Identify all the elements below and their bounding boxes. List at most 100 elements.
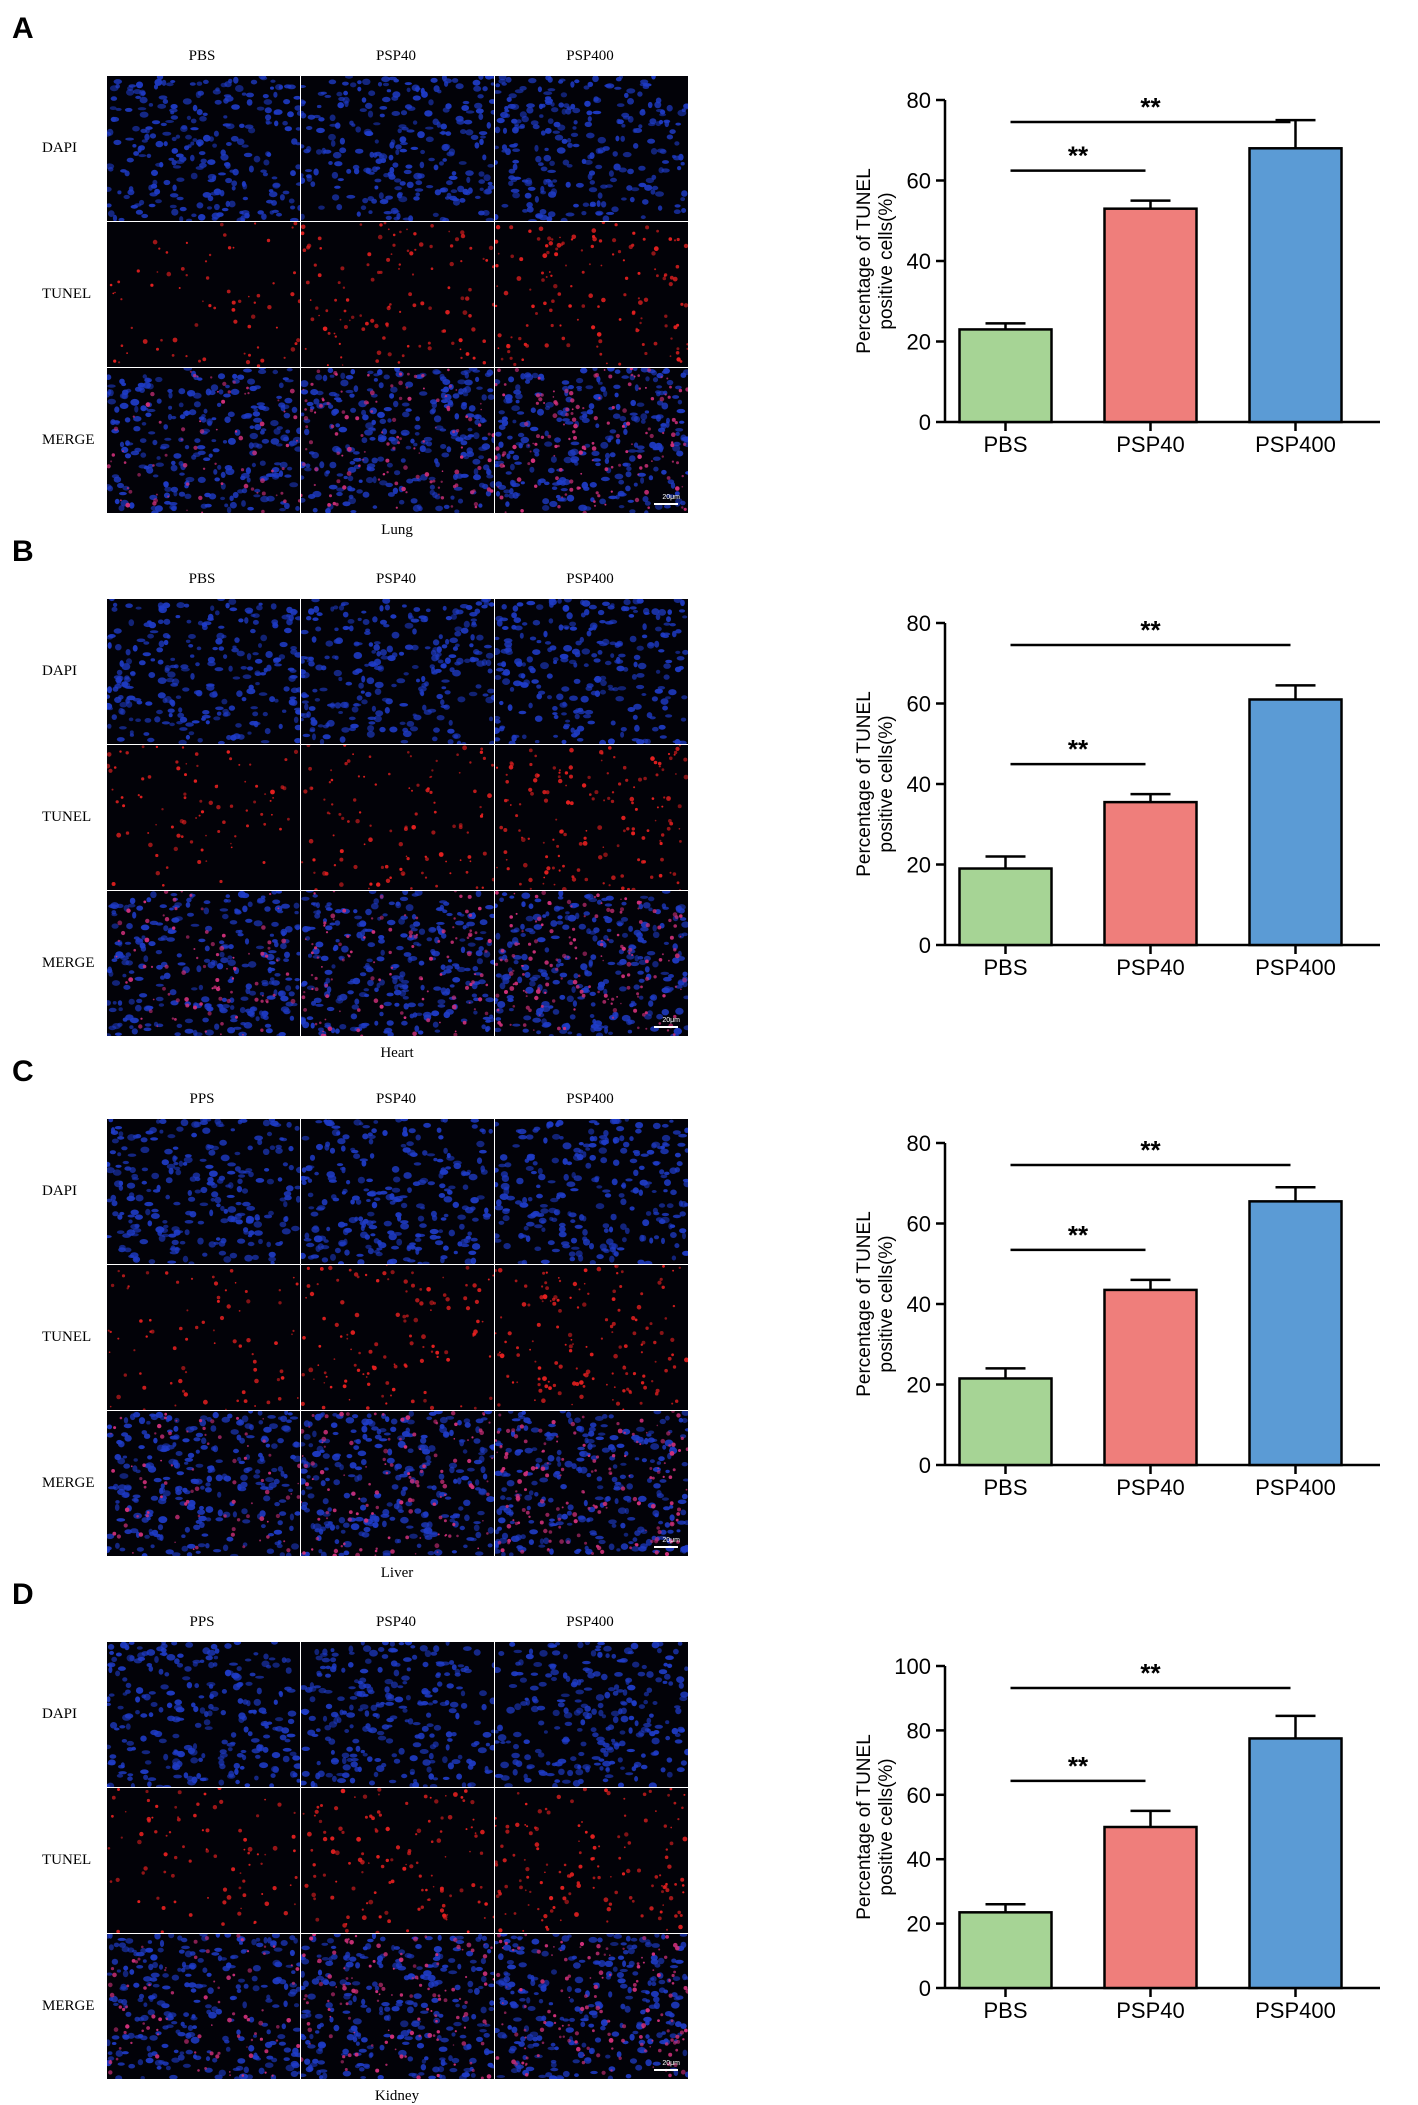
micrograph-tunel-1 (301, 222, 494, 367)
bar-psp400 (1250, 148, 1342, 422)
column-header: PBS (107, 571, 297, 588)
y-tick-label: 0 (919, 1976, 931, 2001)
y-tick-label: 40 (907, 249, 931, 274)
y-tick-label: 80 (907, 1131, 931, 1156)
bar-pbs (960, 869, 1052, 945)
y-tick-label: 40 (907, 1292, 931, 1317)
y-tick-label: 40 (907, 772, 931, 797)
row-label: MERGE (42, 955, 104, 972)
significance-label: ** (1068, 734, 1089, 764)
significance-label: ** (1140, 1658, 1161, 1688)
micrograph-dapi-1 (301, 76, 494, 221)
column-header: PSP400 (495, 1091, 685, 1108)
x-tick-label: PBS (983, 432, 1027, 457)
micrograph-images: 20μm (107, 1642, 687, 2080)
x-tick-label: PSP40 (1116, 955, 1185, 980)
scale-bar-label: 20μm (662, 494, 680, 501)
panel-letter: B (12, 535, 34, 569)
micrograph-merge-2: 20μm (495, 1411, 688, 1556)
column-header: PSP400 (495, 1614, 685, 1631)
micrograph-dapi-2 (495, 1642, 688, 1787)
micrograph-tunel-1 (301, 1788, 494, 1933)
y-tick-label: 20 (907, 1912, 931, 1937)
micrograph-tunel-1 (301, 745, 494, 890)
y-tick-label: 100 (894, 1654, 931, 1679)
micrograph-dapi-0 (107, 76, 300, 221)
y-axis-label: Percentage of TUNELpositive cells(%) (854, 1211, 897, 1397)
tissue-label: Kidney (107, 2088, 687, 2105)
bar-pbs (960, 1912, 1052, 1988)
column-header: PSP400 (495, 571, 685, 588)
x-tick-label: PBS (983, 955, 1027, 980)
row-label: MERGE (42, 1998, 104, 2015)
micrograph-tunel-0 (107, 222, 300, 367)
y-tick-label: 60 (907, 1212, 931, 1237)
panel-letter: C (12, 1055, 34, 1089)
micrograph-tunel-2 (495, 222, 688, 367)
micrograph-dapi-1 (301, 599, 494, 744)
row-label: DAPI (42, 1706, 104, 1723)
bar-psp40 (1105, 802, 1197, 945)
micrograph-dapi-0 (107, 599, 300, 744)
micrograph-merge-0 (107, 368, 300, 513)
row-label: MERGE (42, 432, 104, 449)
bar-pbs (960, 329, 1052, 422)
column-header: PSP40 (301, 48, 491, 65)
x-tick-label: PSP40 (1116, 1998, 1185, 2023)
micrograph-tunel-2 (495, 1788, 688, 1933)
y-tick-label: 60 (907, 169, 931, 194)
row-label: DAPI (42, 663, 104, 680)
bar-psp40 (1105, 1827, 1197, 1988)
micrograph-merge-1 (301, 368, 494, 513)
scale-bar (654, 1546, 678, 1548)
scale-bar (654, 1026, 678, 1028)
x-tick-label: PSP40 (1116, 1475, 1185, 1500)
significance-label: ** (1140, 615, 1161, 645)
micrograph-images: 20μm (107, 76, 687, 514)
panel-letter: A (12, 12, 34, 46)
row-label: TUNEL (42, 286, 104, 303)
significance-label: ** (1068, 1751, 1089, 1781)
micrograph-dapi-1 (301, 1119, 494, 1264)
column-header: PSP40 (301, 1614, 491, 1631)
micrograph-dapi-2 (495, 599, 688, 744)
bar-psp400 (1250, 1201, 1342, 1465)
micrograph-merge-0 (107, 891, 300, 1036)
row-label: TUNEL (42, 1852, 104, 1869)
micrograph-merge-2: 20μm (495, 891, 688, 1036)
micrograph-tunel-2 (495, 745, 688, 890)
scale-bar-label: 20μm (662, 1017, 680, 1024)
panel-letter: D (12, 1578, 34, 1612)
column-header: PSP400 (495, 48, 685, 65)
y-tick-label: 80 (907, 1718, 931, 1743)
y-tick-label: 20 (907, 330, 931, 355)
bar-psp400 (1250, 1738, 1342, 1988)
micrograph-tunel-0 (107, 1265, 300, 1410)
row-label: TUNEL (42, 1329, 104, 1346)
row-label: MERGE (42, 1475, 104, 1492)
micrograph-dapi-0 (107, 1119, 300, 1264)
column-header: PSP40 (301, 571, 491, 588)
scale-bar (654, 2069, 678, 2071)
y-tick-label: 80 (907, 611, 931, 636)
y-tick-label: 60 (907, 692, 931, 717)
micrograph-merge-1 (301, 1934, 494, 2079)
micrograph-dapi-2 (495, 76, 688, 221)
scale-bar-label: 20μm (662, 1537, 680, 1544)
significance-label: ** (1068, 141, 1089, 171)
row-label: TUNEL (42, 809, 104, 826)
micrograph-merge-0 (107, 1934, 300, 2079)
y-axis-label: Percentage of TUNELpositive cells(%) (854, 1734, 897, 1920)
significance-label: ** (1140, 92, 1161, 122)
micrograph-merge-2: 20μm (495, 368, 688, 513)
y-axis-label: Percentage of TUNELpositive cells(%) (854, 691, 897, 877)
significance-label: ** (1068, 1220, 1089, 1250)
scale-bar-label: 20μm (662, 2060, 680, 2067)
